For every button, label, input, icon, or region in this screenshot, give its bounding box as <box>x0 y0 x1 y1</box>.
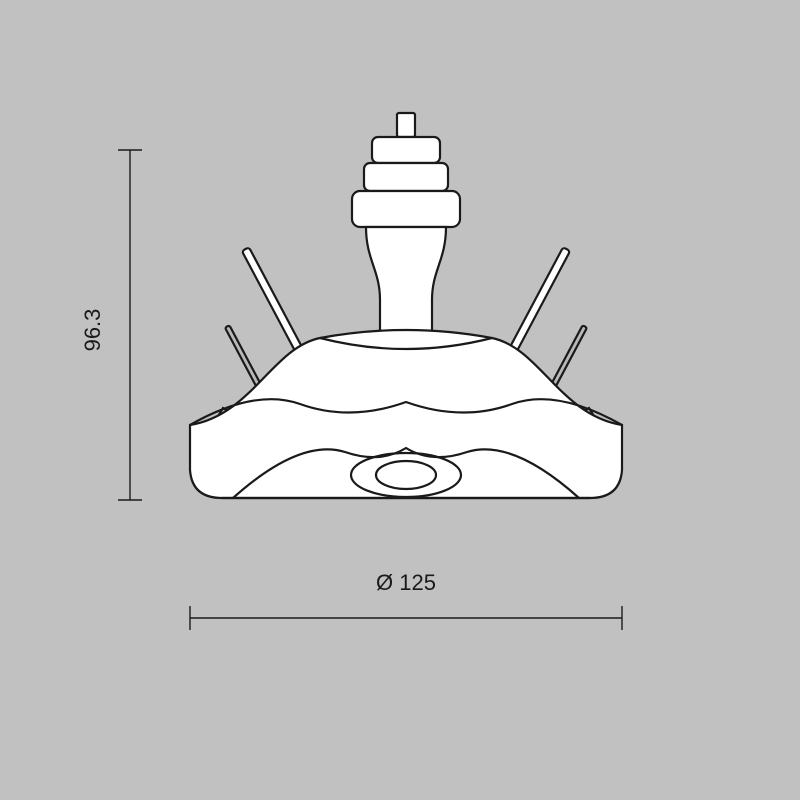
diameter-label: Ø 125 <box>376 570 436 595</box>
lamp-socket <box>352 113 460 345</box>
diameter-dimension: Ø 125 <box>190 570 622 630</box>
fixture-body <box>190 330 622 498</box>
technical-drawing: 96.3 Ø 125 <box>0 0 800 800</box>
height-label: 96.3 <box>80 309 105 352</box>
height-dimension: 96.3 <box>80 150 142 500</box>
